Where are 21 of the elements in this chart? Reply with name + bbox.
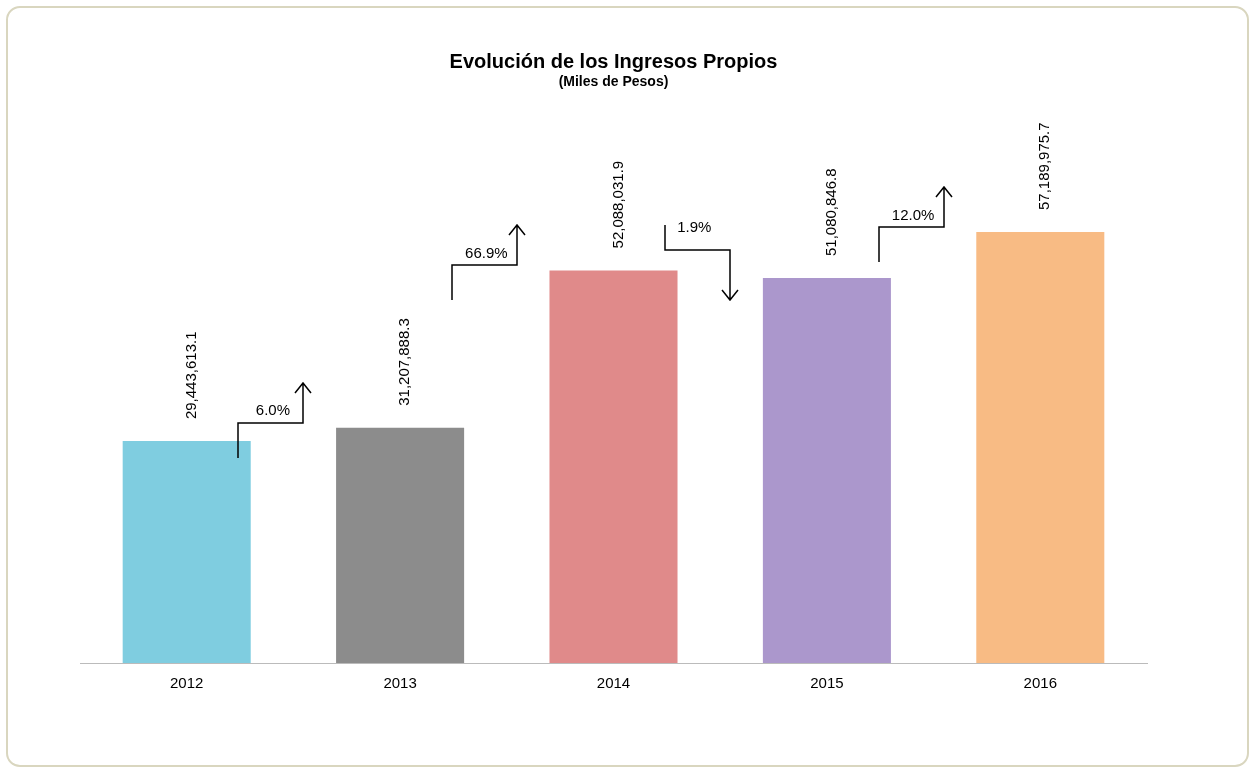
- text: 12.0%: [891, 205, 935, 223]
- data-label: 57,189,975.7: [1035, 122, 1053, 210]
- chart-title: Evolución de los Ingresos Propios: [449, 49, 778, 72]
- bar: [122, 441, 251, 663]
- data-label: 52,088,031.9: [608, 160, 626, 249]
- data-label: 51,080,846.8: [822, 168, 840, 257]
- data-label: 29,443,613.1: [181, 331, 199, 420]
- x-tick-label: 2015: [810, 674, 844, 692]
- bar: [976, 231, 1105, 663]
- x-tick-label: 2016: [1023, 674, 1057, 692]
- chart-subtitle: (Miles de Pesos): [558, 73, 669, 90]
- bar: [336, 427, 465, 663]
- data-label: 31,207,888.3: [395, 318, 413, 406]
- bar: [762, 278, 891, 663]
- x-tick-label: 2012: [170, 674, 204, 692]
- bar: [549, 270, 678, 663]
- annotation: 1.9%: [677, 218, 712, 236]
- annotation: 6.0%: [255, 401, 290, 419]
- x-tick-label: 2014: [596, 674, 631, 692]
- annotation: 66.9%: [465, 244, 508, 262]
- x-tick-label: 2013: [383, 674, 417, 692]
